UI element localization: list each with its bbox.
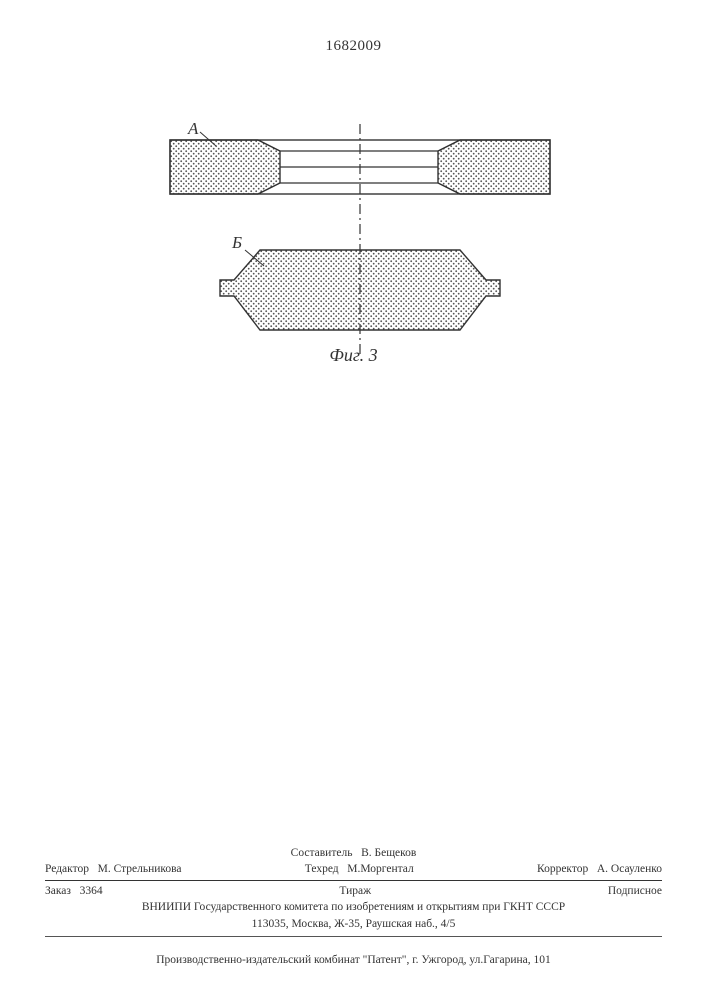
editor: Редактор М. Стрельникова [45,862,182,878]
composer-label: Составитель [291,847,353,859]
view-a-left-block [170,140,280,194]
figure-3: А Б [130,120,570,380]
page: 1682009 [0,0,707,1000]
corrector: Корректор А. Осауленко [537,862,662,878]
order-no: 3364 [80,885,103,897]
tech: Техред М.Моргентал [305,862,414,878]
patent-number: 1682009 [0,38,707,55]
tech-label: Техред [305,863,339,875]
figure-caption: Фиг. 3 [0,345,707,366]
subscription: Подписное [608,884,662,900]
view-a-right-block [438,140,550,194]
org-line: ВНИИПИ Государственного комитета по изоб… [45,900,662,916]
view-b-body [220,250,500,330]
printer-line: Производственно-издательский комбинат "П… [45,954,662,966]
figure-svg: А Б [130,120,570,360]
credits-row: Редактор М. Стрельникова Техред М.Морген… [45,862,662,878]
composer-line: Составитель В. Бещеков [45,846,662,862]
editor-label: Редактор [45,863,89,875]
tech-name: М.Моргентал [347,863,413,875]
editor-name: М. Стрельникова [98,863,182,875]
corrector-label: Корректор [537,863,588,875]
order-label: Заказ [45,885,71,897]
label-b: Б [231,233,242,252]
footer-block: Составитель В. Бещеков Редактор М. Стрел… [45,846,662,940]
order-row: Заказ 3364 Тираж Подписное [45,884,662,900]
order: Заказ 3364 [45,884,103,900]
composer-name: В. Бещеков [361,847,416,859]
corrector-name: А. Осауленко [597,863,662,875]
tirazh: Тираж [339,884,371,900]
divider [45,880,662,881]
address-line: 113035, Москва, Ж-35, Раушская наб., 4/5 [45,917,662,933]
label-a: А [187,120,199,138]
divider-2 [45,936,662,937]
